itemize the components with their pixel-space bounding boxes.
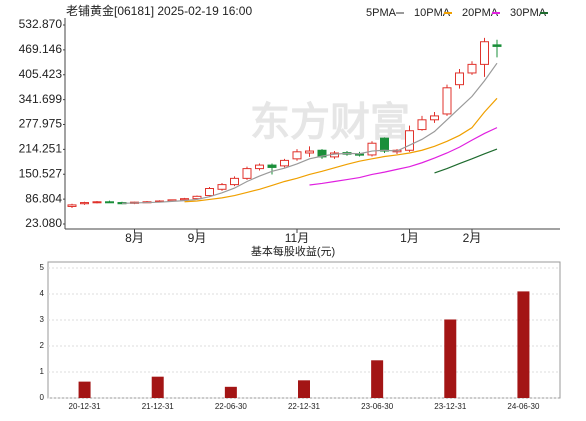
candle-body: [380, 137, 389, 152]
y-tick-label: 2: [40, 341, 45, 350]
candle-body: [280, 159, 289, 167]
candle-body: [255, 164, 264, 170]
y-tick-label: 86.804: [25, 191, 62, 205]
legend-label: 5PMA: [366, 7, 397, 19]
candle-body: [430, 115, 439, 121]
chart-title: 基本每股收益(元): [251, 244, 335, 258]
x-tick-label: 24-06-30: [507, 402, 540, 411]
y-tick-label: 277.975: [19, 117, 63, 131]
chart-title: 老铺黄金[06181] 2025-02-19 16:00: [66, 3, 252, 18]
candle-body: [442, 87, 452, 115]
candle-body: [417, 119, 427, 131]
candle-body: [92, 201, 102, 204]
bar: [224, 386, 237, 398]
candle-body: [192, 195, 202, 200]
bar: [151, 376, 164, 398]
candle-body: [267, 164, 277, 168]
y-tick-label: 469.146: [19, 42, 63, 56]
ma-line: [121, 62, 498, 204]
legend-label: 10PMA: [414, 7, 451, 19]
y-tick-label: 214.251: [19, 142, 63, 156]
candle-body: [305, 150, 314, 154]
y-tick-label: 23.080: [25, 216, 62, 230]
y-tick-label: 3: [40, 315, 45, 324]
candle-body: [405, 130, 414, 151]
candle-body: [455, 72, 464, 86]
legend-label: 20PMA: [462, 7, 499, 19]
ma-line: [184, 97, 498, 203]
bar: [517, 291, 530, 398]
bar: [298, 380, 310, 398]
candle-body: [317, 149, 327, 158]
x-tick-label: 9月: [188, 231, 207, 245]
y-tick-label: 532.870: [19, 17, 63, 31]
bar: [371, 360, 384, 398]
bar: [444, 319, 457, 398]
y-tick-label: 405.423: [19, 67, 63, 81]
y-tick-label: 0: [40, 393, 45, 402]
candle-body: [230, 177, 239, 186]
watermark: 东方财富: [250, 101, 410, 145]
candle-body: [467, 63, 477, 74]
y-tick-label: 1: [40, 367, 45, 376]
candle-body: [205, 188, 214, 197]
candle-body: [480, 41, 489, 65]
x-tick-label: 20-12-31: [69, 402, 102, 411]
candle-body: [67, 204, 77, 207]
candle-body: [80, 202, 89, 205]
candle-body: [492, 44, 502, 47]
x-tick-label: 11月: [285, 231, 309, 245]
y-tick-label: 341.699: [19, 92, 63, 106]
ma-line: [434, 148, 498, 174]
y-tick-label: 150.527: [19, 166, 63, 180]
x-tick-label: 2月: [463, 231, 482, 245]
legend-label: 30PMA: [510, 7, 547, 19]
candle-body: [105, 201, 114, 204]
candle-body: [367, 142, 377, 156]
x-tick-label: 22-06-30: [215, 402, 248, 411]
candle-body: [242, 168, 252, 179]
x-tick-label: 23-12-31: [434, 402, 467, 411]
candle-body: [217, 184, 227, 190]
x-tick-label: 8月: [125, 231, 144, 245]
x-tick-label: 23-06-30: [361, 402, 394, 411]
y-tick-label: 4: [40, 289, 45, 298]
x-tick-label: 1月: [400, 231, 419, 245]
candle-body: [292, 151, 302, 160]
x-tick-label: 22-12-31: [288, 402, 321, 411]
bar: [78, 381, 91, 398]
y-tick-label: 5: [40, 263, 45, 272]
ma-line: [309, 127, 498, 186]
candle-body: [180, 198, 189, 201]
x-tick-label: 21-12-31: [142, 402, 175, 411]
